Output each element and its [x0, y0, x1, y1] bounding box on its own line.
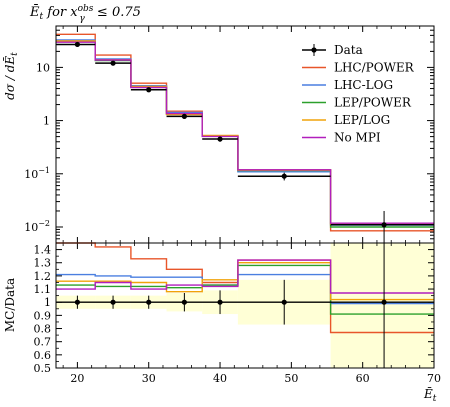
ratio-panel: 20 30 40 50 60 70 0.50.60.70.80.911.11.21.31.4	[34, 242, 441, 385]
ratio-series-line	[56, 259, 434, 294]
y-tick-label: 1	[43, 115, 50, 128]
x-axis-label: Ēt	[423, 386, 437, 404]
ratio-y-tick-label: 1.2	[34, 270, 52, 283]
legend-label: LEP/LOG	[334, 113, 390, 127]
ratio-y-axis-label: MC/Data	[3, 278, 17, 332]
data-point	[146, 87, 152, 93]
chart-title: Ēt for xobs γ ≤ 0.75	[29, 4, 141, 24]
data-point	[217, 136, 223, 142]
ratio-y-tick-label: 1.4	[34, 244, 52, 257]
ratio-uncertainty-band	[330, 243, 434, 368]
x-tick-label: 60	[356, 372, 370, 385]
main-panel: 10−2 10−1 1 10	[24, 25, 435, 244]
y-tick-label: 10−1	[24, 166, 50, 181]
legend-label: LHC-LOG	[334, 78, 393, 92]
data-point	[181, 113, 187, 119]
ratio-plot-frame	[55, 242, 435, 369]
data-point	[74, 41, 80, 48]
x-tick-label: 20	[70, 372, 84, 385]
data-point	[110, 60, 116, 66]
y-tick-label: 10−2	[24, 219, 50, 234]
x-tick-label: 40	[213, 372, 227, 385]
data-point	[281, 173, 287, 179]
ratio-y-tick-label: 1.1	[34, 283, 52, 296]
y-axis-label: dσ / dĒt	[2, 52, 20, 100]
ratio-y-tick-label: 0.7	[34, 336, 52, 349]
ratio-y-tick-label: 1	[44, 296, 51, 309]
series-line	[56, 41, 434, 224]
data-point	[381, 222, 387, 228]
ratio-y-tick-label: 0.5	[34, 362, 52, 375]
legend-label: Data	[334, 43, 363, 57]
legend-label: LEP/POWER	[334, 96, 412, 110]
series-line	[56, 39, 434, 226]
legend-data-marker	[311, 47, 317, 53]
legend: Data LHC/POWER LHC-LOG LEP/POWER LEP/LOG No M…	[302, 43, 415, 145]
legend-label: No MPI	[334, 131, 381, 145]
legend-label: LHC/POWER	[334, 61, 415, 75]
ratio-y-tick-label: 1.3	[34, 257, 52, 270]
ratio-y-tick-label: 0.6	[34, 349, 52, 362]
x-tick-label: 30	[142, 372, 156, 385]
ratio-y-tick-label: 0.8	[34, 323, 52, 336]
y-tick-label: 10	[36, 61, 50, 74]
ratio-y-tick-label: 0.9	[34, 309, 52, 322]
x-tick-label: 70	[427, 372, 441, 385]
x-tick-label: 50	[284, 372, 298, 385]
